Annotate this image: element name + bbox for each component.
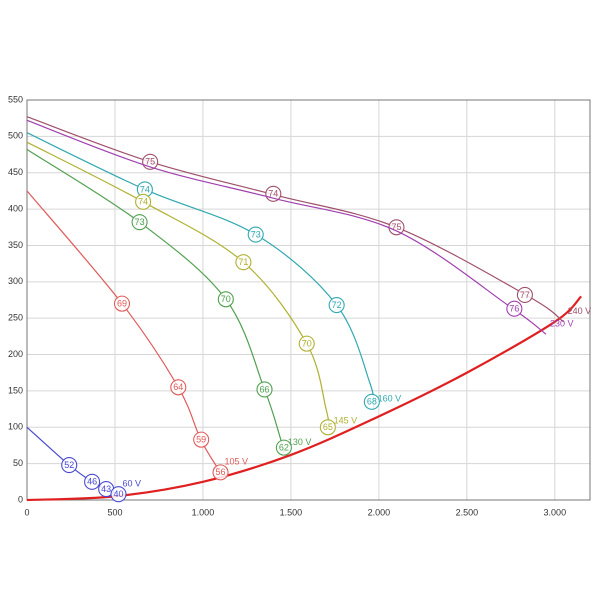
efficiency-marker — [247, 226, 264, 243]
fan-curve — [26, 116, 564, 323]
curve-label: 130 V — [288, 437, 312, 447]
y-tick-label: 450 — [8, 167, 23, 177]
curve-label: 145 V — [334, 415, 358, 425]
x-tick-label: 1.000 — [192, 507, 215, 517]
efficiency-marker — [235, 254, 252, 271]
efficiency-marker — [170, 379, 187, 396]
efficiency-marker — [516, 286, 533, 303]
fan-curve — [26, 141, 331, 432]
efficiency-label: 70 — [302, 339, 312, 349]
efficiency-marker — [328, 297, 345, 314]
x-tick-label: 0 — [24, 507, 29, 517]
efficiency-label: 56 — [216, 467, 226, 477]
y-tick-label: 500 — [8, 131, 23, 141]
y-tick-label: 50 — [13, 458, 23, 468]
y-tick-label: 200 — [8, 349, 23, 359]
curve-label: 105 V — [225, 457, 249, 467]
efficiency-marker — [298, 335, 315, 352]
efficiency-marker — [113, 295, 131, 312]
efficiency-marker — [193, 431, 210, 448]
curve-label: 230 V — [550, 319, 574, 329]
efficiency-marker — [61, 457, 78, 474]
curve-label: 160 V — [378, 393, 402, 403]
efficiency-label: 52 — [64, 460, 74, 470]
x-tick-label: 3.000 — [544, 507, 567, 517]
efficiency-marker — [131, 214, 148, 231]
efficiency-label: 72 — [332, 300, 342, 310]
y-tick-label: 550 — [8, 94, 23, 104]
efficiency-label: 74 — [140, 184, 150, 194]
x-tick-label: 1.500 — [280, 507, 303, 517]
efficiency-label: 74 — [138, 197, 148, 207]
efficiency-label: 70 — [221, 294, 231, 304]
efficiency-marker — [319, 419, 336, 436]
efficiency-marker — [275, 439, 292, 456]
y-tick-label: 350 — [8, 240, 23, 250]
efficiency-label: 73 — [251, 229, 261, 239]
efficiency-label: 73 — [135, 217, 145, 227]
efficiency-label: 66 — [260, 384, 270, 394]
fan-curve — [26, 190, 222, 473]
fan-curve — [26, 148, 285, 453]
fan-curve — [26, 132, 375, 410]
y-tick-label: 100 — [8, 422, 23, 432]
efficiency-marker — [110, 486, 127, 503]
x-tick-label: 2.000 — [368, 507, 391, 517]
efficiency-label: 46 — [87, 477, 97, 487]
curve-label: 60 V — [122, 479, 141, 489]
efficiency-label: 76 — [509, 304, 519, 314]
efficiency-label: 43 — [101, 484, 111, 494]
efficiency-marker — [506, 300, 523, 317]
efficiency-label: 64 — [173, 382, 183, 392]
efficiency-marker — [212, 464, 229, 481]
efficiency-label: 69 — [117, 299, 127, 309]
plot-frame — [26, 99, 591, 501]
y-tick-label: 250 — [8, 313, 23, 323]
efficiency-label: 74 — [268, 189, 278, 199]
y-tick-label: 300 — [8, 276, 23, 286]
efficiency-label: 59 — [196, 435, 206, 445]
x-tick-label: 2.500 — [456, 507, 479, 517]
efficiency-label: 75 — [391, 222, 401, 232]
efficiency-marker — [363, 393, 380, 410]
x-tick-label: 500 — [107, 507, 122, 517]
efficiency-marker — [217, 291, 234, 308]
fan-curve — [26, 119, 547, 335]
efficiency-marker — [135, 193, 152, 210]
efficiency-label: 71 — [238, 257, 248, 267]
efficiency-label: 40 — [113, 489, 123, 499]
efficiency-label: 62 — [279, 443, 289, 453]
efficiency-marker — [84, 473, 101, 490]
efficiency-label: 65 — [323, 422, 333, 432]
efficiency-label: 75 — [145, 157, 155, 167]
efficiency-label: 77 — [520, 290, 530, 300]
efficiency-marker — [256, 381, 273, 398]
curve-label: 240 V — [568, 306, 592, 316]
y-tick-label: 150 — [8, 385, 23, 395]
y-tick-label: 0 — [18, 494, 23, 504]
system-curve — [26, 295, 583, 502]
efficiency-label: 68 — [367, 397, 377, 407]
y-tick-label: 400 — [8, 203, 23, 213]
